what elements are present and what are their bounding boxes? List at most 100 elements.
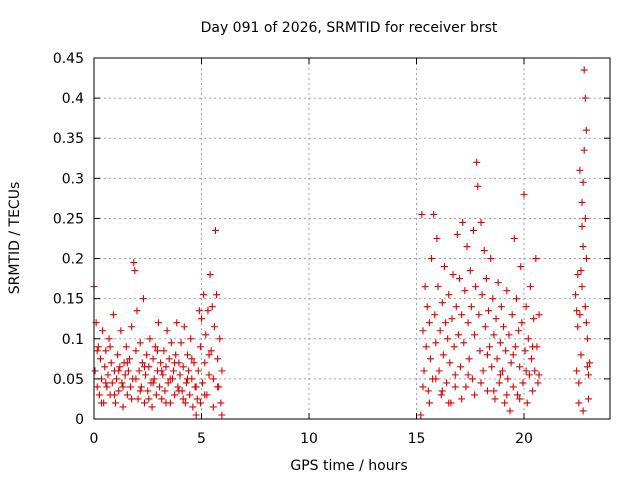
data-point: [430, 210, 438, 218]
data-point: [166, 375, 174, 383]
data-point: [508, 311, 516, 319]
data-point: [138, 359, 146, 367]
data-point: [141, 399, 149, 407]
data-point: [573, 307, 581, 315]
data-point: [187, 335, 195, 343]
data-point: [477, 379, 485, 387]
data-point: [139, 295, 147, 303]
data-point: [204, 307, 212, 315]
data-point: [474, 182, 482, 190]
data-point: [496, 339, 504, 347]
data-point: [99, 327, 107, 335]
data-point: [181, 399, 189, 407]
data-point: [420, 367, 428, 375]
data-point: [529, 343, 537, 351]
data-point: [491, 395, 499, 403]
data-point: [477, 218, 485, 226]
data-point: [145, 395, 153, 403]
data-point: [583, 335, 591, 343]
data-point: [113, 375, 121, 383]
data-point: [163, 327, 171, 335]
data-point: [490, 331, 498, 339]
data-point: [576, 166, 584, 174]
data-point: [96, 355, 104, 363]
data-point: [431, 311, 439, 319]
data-point: [165, 355, 173, 363]
data-point: [522, 303, 530, 311]
data-point: [217, 399, 225, 407]
data-point: [454, 331, 462, 339]
data-point: [156, 383, 164, 391]
data-point: [184, 375, 192, 383]
data-point: [490, 387, 498, 395]
data-point: [515, 327, 523, 335]
x-axis-label: GPS time / hours: [290, 458, 407, 474]
grid-lines: [94, 58, 610, 419]
data-point: [200, 291, 208, 299]
data-point: [186, 391, 194, 399]
data-point: [98, 399, 106, 407]
data-point: [510, 235, 518, 242]
data-point: [174, 383, 182, 391]
data-point: [136, 339, 144, 347]
data-point: [153, 347, 161, 355]
y-tick-label: 0.4: [62, 91, 84, 107]
data-point: [132, 347, 140, 355]
data-point: [171, 359, 179, 367]
data-point: [101, 363, 109, 371]
data-point: [172, 351, 180, 359]
data-point: [528, 355, 536, 363]
data-point: [417, 411, 425, 419]
data-point: [207, 347, 215, 355]
data-point: [193, 395, 201, 403]
data-point: [164, 379, 172, 387]
y-tick-label: 0.35: [53, 131, 84, 147]
axis-ticks: [93, 57, 610, 420]
y-tick-label: 0.05: [53, 372, 84, 388]
data-point: [143, 351, 151, 359]
data-point: [509, 383, 517, 391]
data-point: [451, 371, 459, 379]
data-point: [422, 343, 430, 351]
data-point: [472, 283, 480, 291]
data-point: [526, 283, 534, 291]
data-point: [205, 371, 213, 379]
data-point: [504, 375, 512, 383]
data-point: [142, 371, 150, 379]
data-point: [466, 267, 474, 275]
data-point: [201, 359, 209, 367]
data-point: [176, 371, 184, 379]
data-point: [450, 343, 458, 351]
data-point: [167, 339, 175, 347]
y-tick-label: 0.1: [62, 332, 84, 348]
data-point: [494, 279, 502, 287]
data-point: [574, 323, 582, 331]
data-point: [535, 311, 543, 319]
data-point: [585, 395, 592, 403]
data-point: [581, 94, 589, 102]
data-point: [93, 383, 101, 391]
data-point: [195, 307, 203, 315]
data-point: [471, 391, 479, 399]
data-point: [465, 355, 473, 363]
data-point: [574, 271, 582, 279]
data-point: [456, 275, 463, 283]
data-point: [179, 363, 187, 371]
data-point: [579, 178, 587, 186]
data-point: [585, 371, 592, 379]
data-point: [110, 391, 118, 399]
data-point: [94, 343, 102, 351]
data-point: [102, 347, 110, 355]
data-point: [158, 367, 166, 375]
data-point: [518, 319, 526, 327]
data-point: [437, 391, 445, 399]
data-point: [439, 351, 447, 359]
data-point: [534, 379, 542, 387]
data-point: [162, 399, 170, 407]
data-point: [457, 363, 465, 371]
chart-title: Day 091 of 2026, SRMTID for receiver brs…: [201, 20, 498, 36]
x-tick-label: 5: [197, 431, 206, 447]
data-point: [582, 319, 590, 327]
data-point: [522, 367, 530, 375]
